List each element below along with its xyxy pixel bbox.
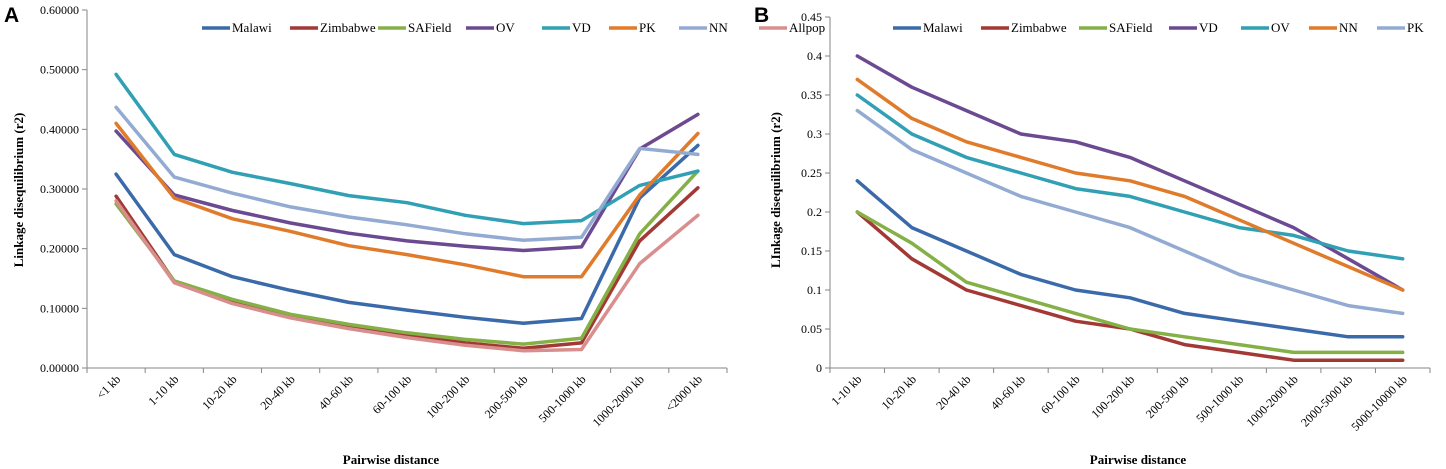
- panel-label-a: A: [4, 4, 19, 27]
- x-axis-title: Pairwise distance: [343, 452, 440, 467]
- x-tick-label: 20-40 kb: [933, 372, 973, 412]
- y-tick-label: 0: [816, 361, 822, 375]
- y-tick-label: 0.2: [807, 205, 822, 219]
- series-line-ov: [855, 93, 1405, 261]
- y-tick-label: 0.20000: [40, 242, 79, 256]
- legend-label-allpop: Allpop: [789, 20, 825, 35]
- legend-label-nn: NN: [1339, 20, 1358, 35]
- x-tick-label: 500-1000 kb: [536, 372, 589, 425]
- x-tick-label: 200-500 kb: [482, 372, 531, 421]
- y-tick-label: 0.4: [807, 49, 822, 63]
- x-axis-title: Pairwise distance: [1090, 452, 1187, 467]
- legend-label-zimbabwe: Zimbabwe: [1011, 20, 1067, 35]
- series-line-safield: [114, 169, 700, 346]
- y-tick-label: 0.60000: [40, 3, 79, 17]
- series-line-safield: [855, 210, 1405, 355]
- y-tick-label: 0.30000: [40, 182, 79, 196]
- x-tick-label: 1-10 kb: [828, 372, 864, 408]
- chart-panel-a: Linkage disequilibrium (r2) Pairwise dis…: [11, 3, 825, 467]
- x-tick-label: <1 kb: [94, 372, 124, 402]
- y-tick-label: 0.40000: [40, 122, 79, 136]
- series-line-vd: [855, 54, 1405, 292]
- series-line-ov: [114, 112, 700, 253]
- legend-label-pk: PK: [639, 20, 656, 35]
- series-line-pk: [855, 108, 1405, 316]
- series-line-nn: [855, 77, 1405, 292]
- y-axis-title: LInkage disequilibrium (r2): [768, 112, 783, 268]
- y-axis-title: Linkage disequilibrium (r2): [11, 113, 26, 268]
- legend-label-vd: VD: [1199, 20, 1218, 35]
- y-tick-label: 0.3: [807, 127, 822, 141]
- series-line-nn: [114, 105, 700, 243]
- y-tick-label: 0.00000: [40, 361, 79, 375]
- x-tick-label: 40-60 kb: [988, 372, 1028, 412]
- y-tick-label: 0.1: [807, 283, 822, 297]
- panel-label-b: B: [754, 4, 769, 27]
- x-tick-label: 500-1000 kb: [1193, 372, 1246, 425]
- x-tick-label: 1000-2000 kb: [1243, 372, 1300, 429]
- legend-label-pk: PK: [1407, 20, 1424, 35]
- series-line-zimbabwe: [114, 186, 700, 351]
- x-tick-label: 100-200 kb: [1088, 372, 1137, 421]
- legend-label-malawi: Malawi: [232, 20, 272, 35]
- legend-label-safield: SAField: [1109, 20, 1153, 35]
- x-tick-label: 60-100 kb: [370, 372, 415, 417]
- x-tick-label: 200-500 kb: [1143, 372, 1192, 421]
- legend-label-vd: VD: [572, 20, 591, 35]
- legend-label-ov: OV: [496, 20, 515, 35]
- legend-label-malawi: Malawi: [923, 20, 963, 35]
- x-tick-label: 10-20 kb: [199, 372, 239, 412]
- y-tick-label: 0.10000: [40, 301, 79, 315]
- y-tick-label: 0.25: [801, 166, 822, 180]
- legend-label-ov: OV: [1271, 20, 1290, 35]
- x-tick-label: 5000-10000 kb: [1348, 372, 1410, 434]
- x-tick-label: 20-40 kb: [257, 372, 297, 412]
- series-line-malawi: [114, 143, 700, 326]
- legend-label-nn: NN: [709, 20, 728, 35]
- series-line-malawi: [855, 179, 1405, 339]
- x-tick-label: 100-200 kb: [424, 372, 473, 421]
- y-tick-label: 0.35: [801, 88, 822, 102]
- chart-panel-b: LInkage disequilibrium (r2) Pairwise dis…: [768, 10, 1431, 467]
- x-tick-label: 1000-2000 kb: [590, 372, 647, 429]
- x-tick-label: 2000-5000 kb: [1298, 372, 1355, 429]
- x-tick-label: 10-20 kb: [879, 372, 919, 412]
- series-line-allpop: [114, 199, 700, 353]
- x-tick-label: <2000 kb: [663, 372, 705, 414]
- series-line-pk: [114, 121, 700, 279]
- legend-label-zimbabwe: Zimbabwe: [320, 20, 376, 35]
- y-tick-label: 0.15: [801, 244, 822, 258]
- y-tick-label: 0.50000: [40, 63, 79, 77]
- y-tick-label: 0.45: [801, 10, 822, 24]
- x-tick-label: 1-10 kb: [145, 372, 181, 408]
- x-tick-label: 40-60 kb: [316, 372, 356, 412]
- series-line-zimbabwe: [855, 210, 1405, 362]
- y-tick-label: 0.05: [801, 322, 822, 336]
- x-tick-label: 60-100 kb: [1038, 372, 1083, 417]
- legend-label-safield: SAField: [408, 20, 452, 35]
